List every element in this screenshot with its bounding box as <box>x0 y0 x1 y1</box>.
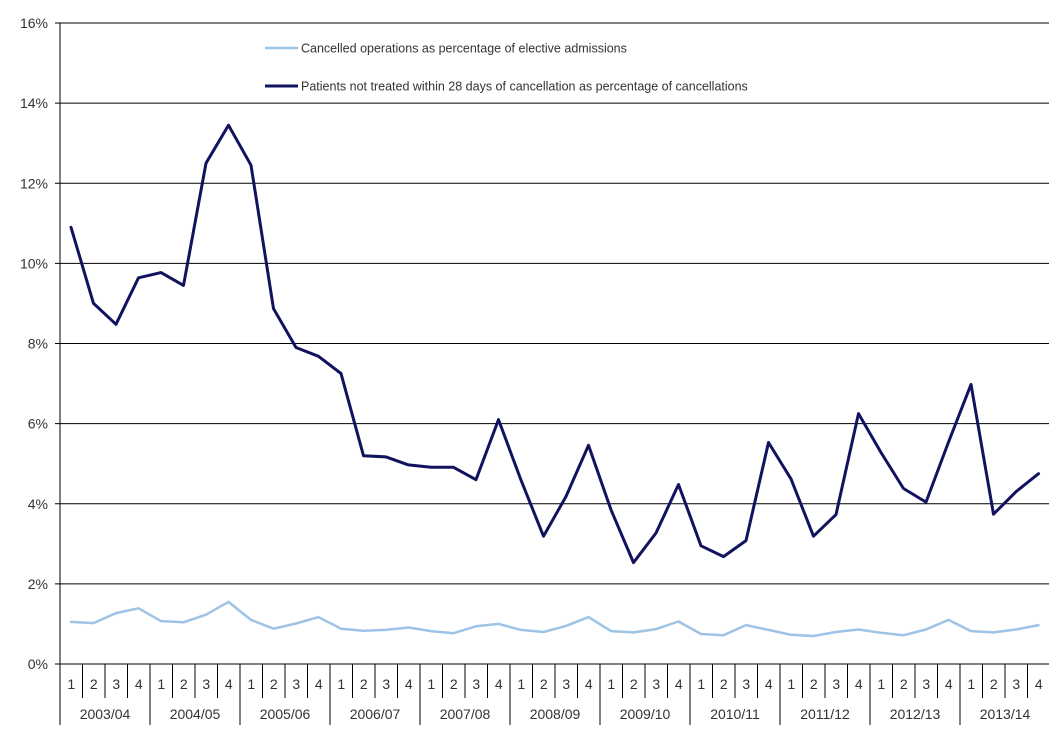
x-tick-quarter-label: 2 <box>630 676 638 692</box>
y-tick-label: 16% <box>20 15 48 31</box>
x-tick-quarter-label: 3 <box>742 676 750 692</box>
y-tick-label: 6% <box>28 416 48 432</box>
x-tick-quarter-label: 1 <box>247 676 255 692</box>
x-tick-quarter-label: 1 <box>67 676 75 692</box>
x-tick-quarter-label: 1 <box>517 676 525 692</box>
x-tick-quarter-label: 3 <box>112 676 120 692</box>
x-tick-quarter-label: 4 <box>405 676 413 692</box>
x-tick-quarter-label: 1 <box>967 676 975 692</box>
x-tick-quarter-label: 3 <box>562 676 570 692</box>
x-tick-quarter-label: 4 <box>225 676 233 692</box>
y-tick-labels: 0% 2% 4% 6% 8% 10% 12% 14% 16% <box>20 15 48 672</box>
y-tick-label: 12% <box>20 175 48 191</box>
x-tick-quarter-label: 2 <box>540 676 548 692</box>
x-tick-year-label: 2004/05 <box>170 706 221 722</box>
x-tick-year-label: 2003/04 <box>80 706 131 722</box>
x-tick-year-label: 2009/10 <box>620 706 671 722</box>
x-tick-quarter-label: 4 <box>855 676 863 692</box>
x-tick-quarter-label: 1 <box>787 676 795 692</box>
x-tick-quarter-label: 3 <box>832 676 840 692</box>
x-tick-quarter-label: 3 <box>202 676 210 692</box>
x-tick-quarter-label: 2 <box>810 676 818 692</box>
legend-label: Patients not treated within 28 days of c… <box>301 80 748 94</box>
x-tick-quarter-label: 3 <box>922 676 930 692</box>
y-tick-label: 0% <box>28 656 48 672</box>
x-tick-quarter-label: 4 <box>585 676 593 692</box>
x-tick-year-label: 2011/12 <box>800 706 850 722</box>
x-tick-quarter-label: 2 <box>720 676 728 692</box>
y-tick-label: 14% <box>20 95 48 111</box>
x-tick-year-label: 2005/06 <box>260 706 311 722</box>
legend-label: Cancelled operations as percentage of el… <box>301 42 627 56</box>
series-line-2 <box>69 123 1040 565</box>
x-tick-quarter-label: 3 <box>1012 676 1020 692</box>
x-tick-year-label: 2008/09 <box>530 706 581 722</box>
x-tick-quarter-label: 1 <box>697 676 705 692</box>
x-tick-quarter-label: 3 <box>652 676 660 692</box>
x-tick-year-label: 2010/11 <box>710 706 760 722</box>
x-tick-quarter-label: 1 <box>427 676 435 692</box>
x-tick-year-label: 2013/14 <box>980 706 1031 722</box>
x-tick-quarter-label: 4 <box>495 676 503 692</box>
x-tick-year-label: 2012/13 <box>890 706 941 722</box>
x-tick-quarter-label: 1 <box>157 676 165 692</box>
y-tick-label: 2% <box>28 576 48 592</box>
x-tick-year-label: 2007/08 <box>440 706 491 722</box>
gridlines <box>60 22 1049 585</box>
axes <box>55 22 1049 725</box>
x-tick-quarter-label: 2 <box>270 676 278 692</box>
y-tick-label: 10% <box>20 255 48 271</box>
x-tick-quarter-label: 2 <box>900 676 908 692</box>
x-tick-quarter-label: 1 <box>877 676 885 692</box>
x-tick-year-label: 2006/07 <box>350 706 401 722</box>
x-tick-quarter-label: 3 <box>472 676 480 692</box>
legend: Cancelled operations as percentage of el… <box>265 42 748 94</box>
x-tick-quarter-label: 4 <box>135 676 143 692</box>
y-tick-label: 4% <box>28 496 48 512</box>
x-tick-quarter-label: 2 <box>450 676 458 692</box>
x-tick-quarter-label: 2 <box>90 676 98 692</box>
x-tick-quarter-label: 3 <box>292 676 300 692</box>
x-tick-quarter-label: 2 <box>990 676 998 692</box>
x-tick-quarter-label: 3 <box>382 676 390 692</box>
x-tick-quarter-label: 4 <box>675 676 683 692</box>
x-tick-quarter-label: 4 <box>315 676 323 692</box>
x-tick-quarter-label: 1 <box>607 676 615 692</box>
x-tick-quarter-label: 2 <box>180 676 188 692</box>
x-tick-quarter-label: 2 <box>360 676 368 692</box>
x-tick-quarter-label: 4 <box>765 676 773 692</box>
x-tick-quarter-label: 1 <box>337 676 345 692</box>
y-tick-label: 8% <box>28 336 48 352</box>
x-tick-quarter-label: 4 <box>1035 676 1043 692</box>
series-lines <box>69 123 1040 638</box>
x-tick-quarter-label: 4 <box>945 676 953 692</box>
series-line-1 <box>69 600 1040 638</box>
